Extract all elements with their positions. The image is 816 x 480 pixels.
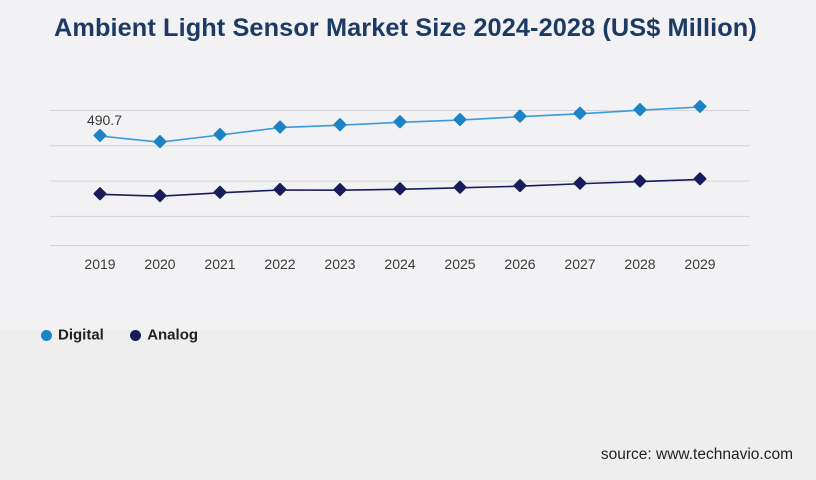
svg-text:490.7: 490.7 bbox=[87, 112, 122, 128]
svg-text:2023: 2023 bbox=[324, 256, 355, 272]
svg-text:2026: 2026 bbox=[504, 256, 535, 272]
svg-text:2027: 2027 bbox=[564, 256, 595, 272]
svg-text:2024: 2024 bbox=[384, 256, 415, 272]
svg-text:2020: 2020 bbox=[144, 256, 175, 272]
svg-text:2022: 2022 bbox=[264, 256, 295, 272]
svg-text:2025: 2025 bbox=[444, 256, 475, 272]
svg-text:2028: 2028 bbox=[624, 256, 655, 272]
svg-text:2021: 2021 bbox=[204, 256, 235, 272]
svg-text:2019: 2019 bbox=[84, 256, 115, 272]
svg-text:2029: 2029 bbox=[684, 256, 715, 272]
